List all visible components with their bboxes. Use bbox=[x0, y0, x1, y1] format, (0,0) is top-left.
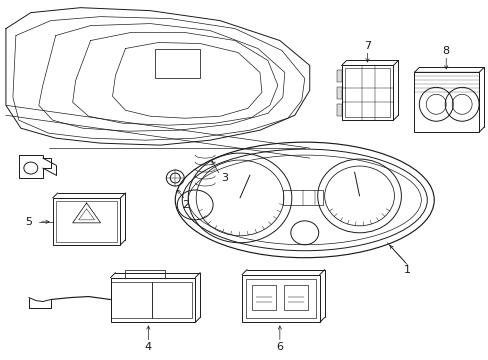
Text: 2: 2 bbox=[182, 200, 188, 210]
Text: 5: 5 bbox=[25, 217, 32, 227]
Text: 1: 1 bbox=[403, 265, 410, 275]
Bar bbox=[336, 104, 341, 116]
Bar bbox=[336, 87, 341, 99]
Bar bbox=[56, 201, 117, 242]
Bar bbox=[251, 285, 275, 310]
Bar bbox=[242, 275, 319, 323]
Bar bbox=[413, 72, 478, 132]
Bar bbox=[282, 190, 322, 205]
Bar bbox=[283, 285, 307, 310]
Bar bbox=[344, 68, 389, 117]
Bar bbox=[152, 282, 192, 319]
Bar bbox=[341, 66, 393, 120]
Text: 7: 7 bbox=[363, 41, 370, 50]
Text: 4: 4 bbox=[144, 342, 152, 352]
Bar bbox=[110, 278, 195, 323]
Text: 8: 8 bbox=[442, 45, 449, 55]
Bar bbox=[245, 279, 315, 319]
Text: 6: 6 bbox=[276, 342, 283, 352]
Bar bbox=[336, 71, 341, 82]
Bar bbox=[53, 198, 120, 245]
Bar bbox=[155, 49, 200, 78]
Text: 3: 3 bbox=[221, 173, 228, 183]
Bar bbox=[110, 282, 152, 319]
